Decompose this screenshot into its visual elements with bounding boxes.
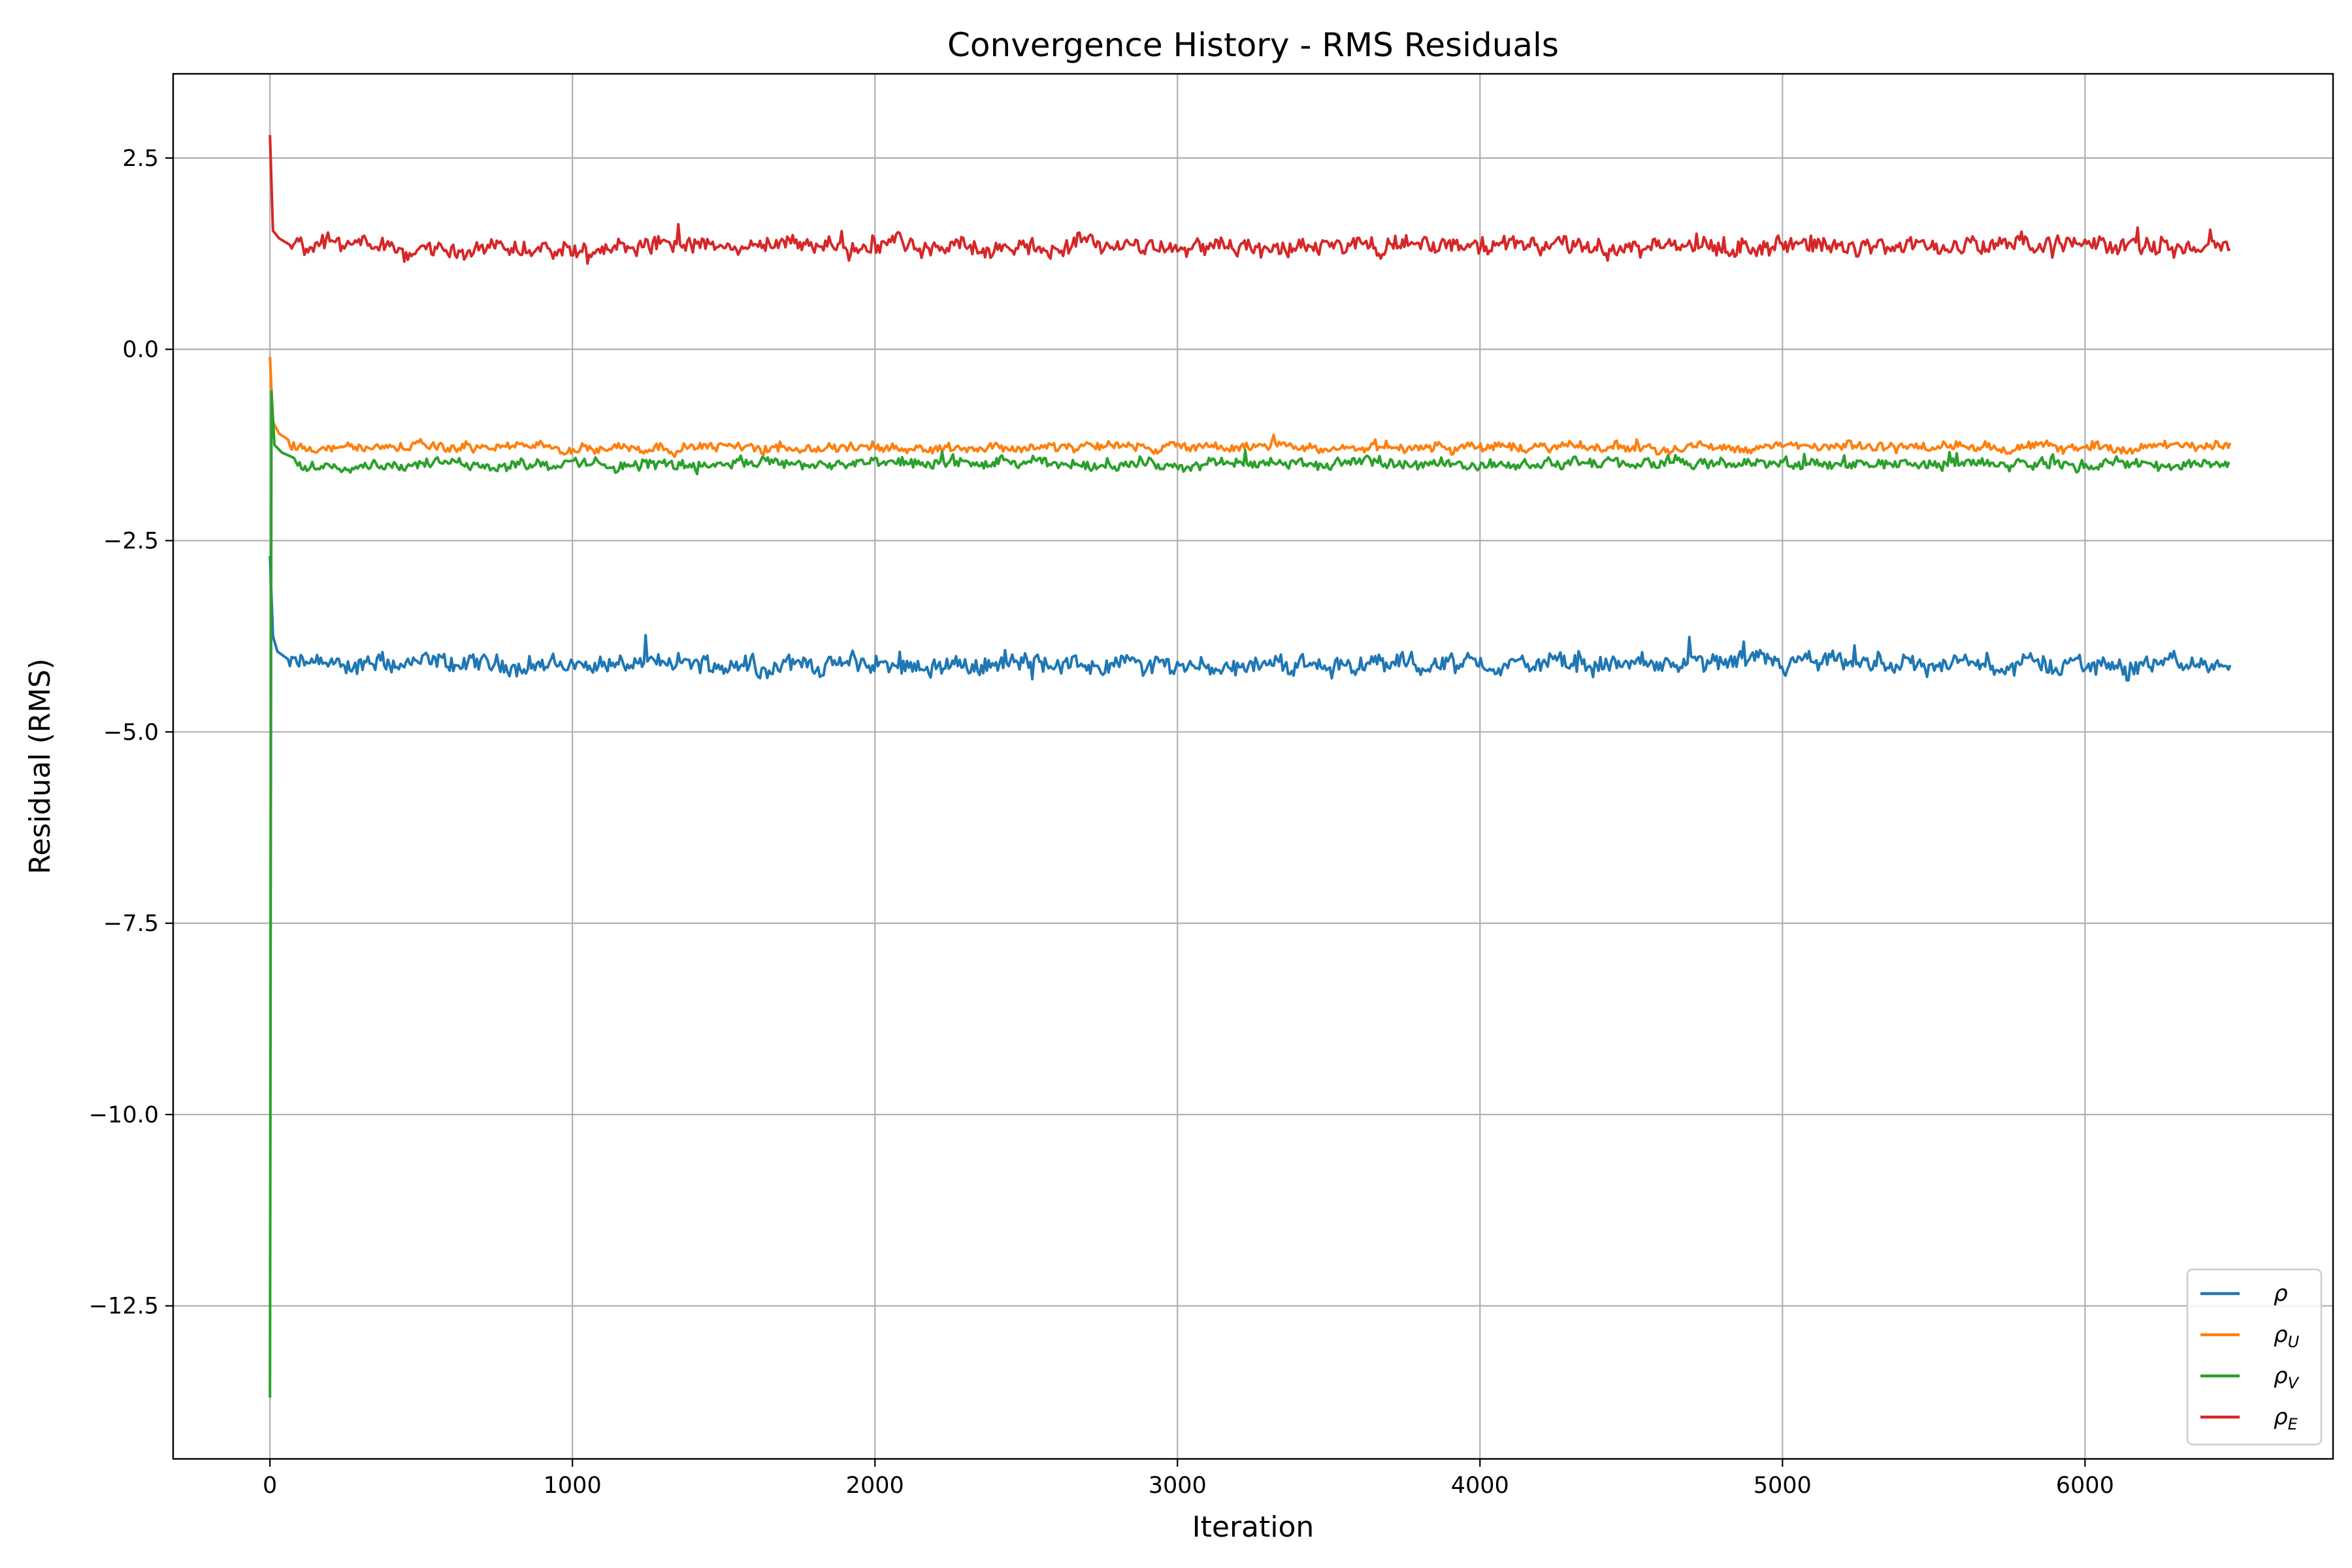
x-tick-label: 4000 (1451, 1473, 1509, 1499)
plot-frame (172, 73, 2334, 1460)
plot-series (269, 135, 2232, 1398)
x-tick-label: 3000 (1149, 1473, 1207, 1499)
legend-entry-label: ρ (2274, 1281, 2288, 1307)
y-tick-label: −5.0 (103, 719, 159, 745)
y-tick-label: −12.5 (89, 1294, 159, 1320)
x-tick-label: 1000 (544, 1473, 602, 1499)
legend-box (2186, 1268, 2323, 1446)
grid-lines (173, 74, 2333, 1459)
y-tick-label: −7.5 (103, 911, 159, 937)
y-tick-label: −10.0 (89, 1102, 159, 1128)
axis-ticks: 0 1000 2000 3000 4000 5000 6000 2.5 0.0 −2.5 −5.0 −… (89, 146, 2114, 1499)
series-line-1 (269, 555, 2232, 682)
series-line-2 (269, 357, 2232, 459)
x-tick-label: 0 (263, 1473, 277, 1499)
y-tick-label: 2.5 (122, 146, 159, 172)
y-axis-label: Residual (RMS) (24, 659, 57, 875)
x-axis-label: Iteration (1192, 1511, 1315, 1544)
series-line-4 (269, 135, 2231, 265)
x-tick-label: 5000 (1754, 1473, 1812, 1499)
chart-title: Convergence History - RMS Residuals (947, 26, 1559, 64)
y-tick-label: −2.5 (103, 528, 159, 554)
legend-entry-label: ρE (2274, 1404, 2298, 1433)
y-tick-label: 0.0 (122, 337, 159, 363)
x-tick-label: 6000 (2056, 1473, 2114, 1499)
series-line-3 (269, 390, 2230, 1398)
x-tick-label: 2000 (846, 1473, 904, 1499)
